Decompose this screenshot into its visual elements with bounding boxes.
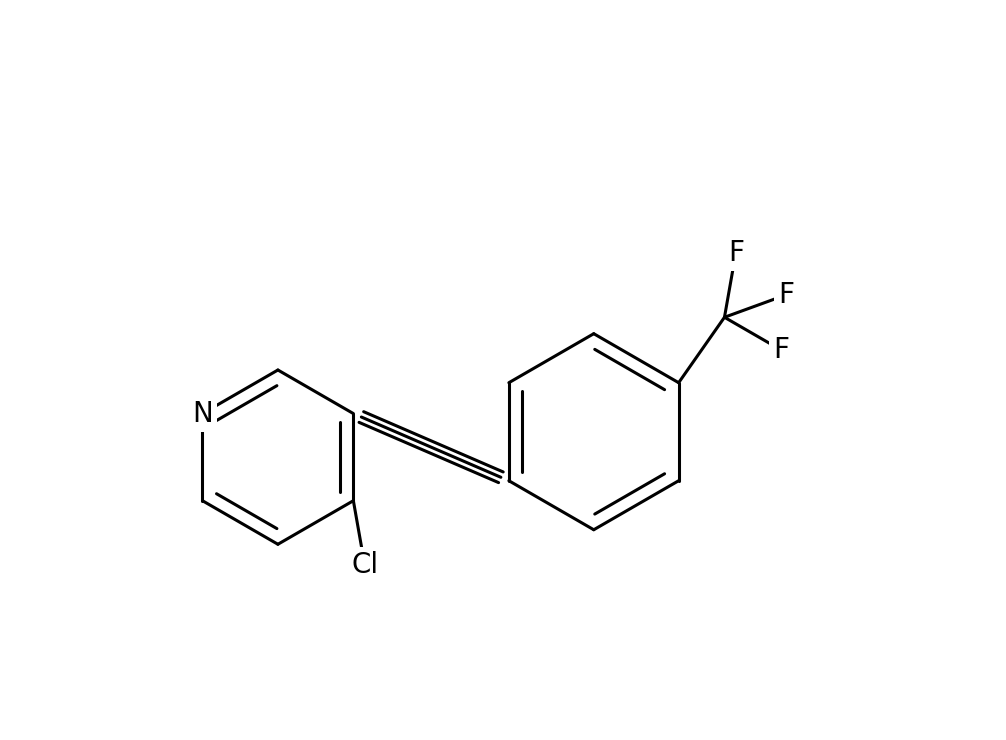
- Text: F: F: [773, 336, 789, 364]
- Text: F: F: [727, 239, 743, 267]
- Text: Cl: Cl: [351, 551, 378, 579]
- Text: F: F: [778, 281, 794, 309]
- Text: N: N: [192, 400, 213, 428]
